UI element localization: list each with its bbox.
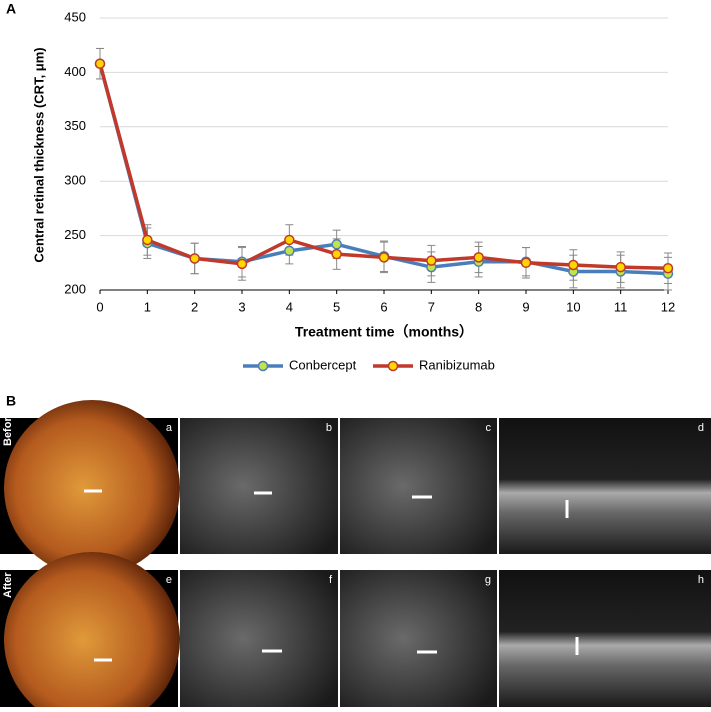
image [499,418,711,554]
marker [94,58,106,69]
marker [189,253,200,264]
image-label: b [326,422,332,434]
marker [142,234,153,246]
marker [615,261,626,273]
marker [473,252,484,263]
marker [331,248,342,260]
y-tick-label: 250 [64,227,86,242]
panel-label: B [6,393,16,409]
legend-label: Conbercept [289,357,357,372]
marker [236,258,248,270]
x-tick-label: 3 [238,299,245,314]
x-tick-label: 1 [144,299,151,314]
x-tick-label: 4 [286,299,293,314]
image [180,570,338,707]
marker [568,259,579,271]
x-tick-label: 7 [428,299,435,314]
panel-label: A [6,1,16,17]
legend-label: Ranibizumab [419,357,495,372]
marker [662,262,674,274]
y-tick-label: 350 [64,118,86,133]
marker [520,257,532,269]
x-tick-label: 11 [614,299,628,314]
arrows [84,489,579,662]
image-label: f [329,574,333,586]
y-tick-label: 300 [64,173,86,188]
legend-marker [257,360,269,372]
image-label: h [698,574,704,586]
marker [426,255,437,266]
marker [331,239,342,250]
x-axis-label: Treatment time（months） [295,324,473,340]
y-tick-label: 400 [64,64,86,79]
marker [284,234,295,246]
marker [284,245,295,257]
x-tick-label: 5 [333,299,340,314]
x-tick-label: 12 [661,299,675,314]
image [180,418,338,554]
image-label: c [486,422,492,434]
row-label: Before [2,411,14,446]
image [499,570,711,707]
image [340,418,497,554]
x-tick-label: 8 [475,299,482,314]
images [0,400,711,712]
image [4,400,180,576]
y-axis-label: Central retinal thickness (CRT, μm) [31,47,46,262]
marker [378,252,390,263]
x-tick-label: 9 [522,299,529,314]
series-line [98,63,669,270]
image [340,570,497,707]
image-label: g [485,574,491,586]
x-tick-label: 6 [380,299,387,314]
y-tick-label: 200 [64,281,86,296]
x-tick-label: 10 [566,299,580,314]
image-label: d [698,422,704,434]
y-tick-label: 450 [64,9,86,24]
x-tick-label: 2 [191,299,198,314]
image-label: a [166,422,173,434]
x-tick-label: 0 [96,299,103,314]
row-label: After [2,572,14,598]
legend-marker [387,360,399,372]
image-label: e [166,574,172,586]
image [4,552,180,712]
